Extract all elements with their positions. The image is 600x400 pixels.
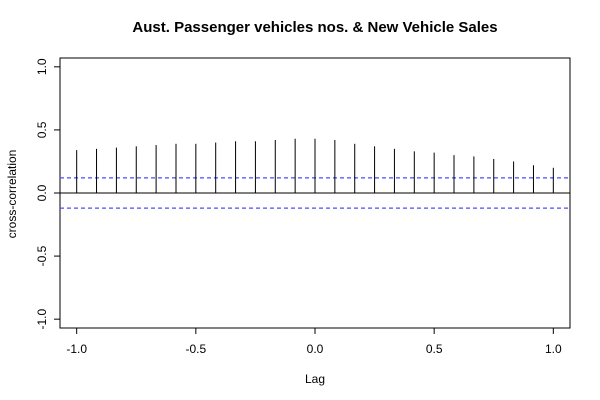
chart-title: Aust. Passenger vehicles nos. & New Vehi… xyxy=(132,19,497,36)
x-tick-label: 0.5 xyxy=(426,342,443,356)
axes: -1.0 -0.5 0.0 0.5 1.0 -1.0 -0.5 0.0 0.5 1.0 xyxy=(35,58,562,356)
x-tick-label: 0.0 xyxy=(307,342,324,356)
x-tick-label: -0.5 xyxy=(185,342,206,356)
x-axis-label: Lag xyxy=(305,372,325,386)
plot-area xyxy=(60,138,570,209)
y-tick-label: 0.0 xyxy=(35,184,49,201)
x-tick-label: 1.0 xyxy=(545,342,562,356)
y-tick-label: -0.5 xyxy=(35,245,49,266)
y-axis-label: cross-correlation xyxy=(5,150,19,239)
x-tick-label: -1.0 xyxy=(66,342,87,356)
y-tick-label: 0.5 xyxy=(35,121,49,138)
y-tick-label: 1.0 xyxy=(35,58,49,75)
y-tick-label: -1.0 xyxy=(35,309,49,330)
